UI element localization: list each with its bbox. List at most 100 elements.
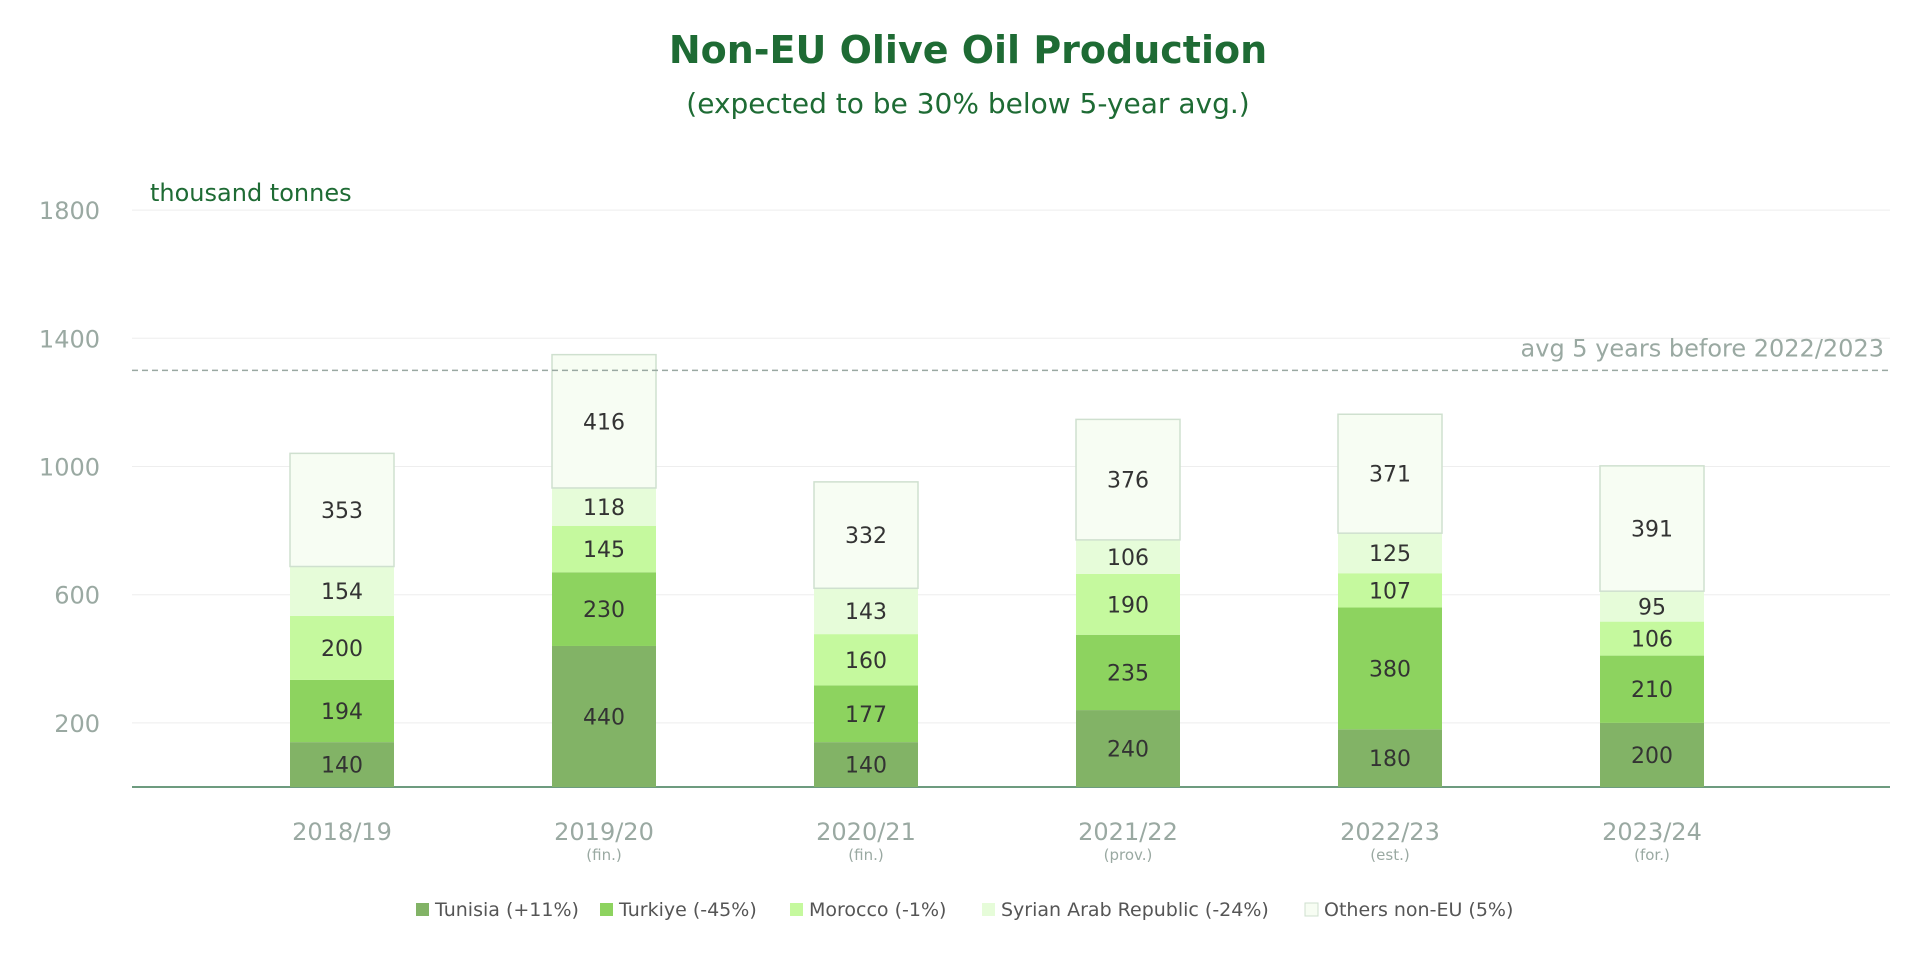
bar-segment	[290, 615, 394, 680]
bar-segment	[1338, 533, 1442, 574]
x-tick-note: (for.)	[1634, 846, 1670, 864]
y-tick-label: 1000	[39, 454, 100, 482]
bar-value-label: 376	[1107, 469, 1149, 494]
y-tick-label: 1400	[39, 325, 100, 353]
x-tick-label: 2018/19	[292, 818, 392, 846]
bar-segment	[814, 685, 918, 743]
y-tick-label: 600	[54, 582, 100, 610]
x-tick-label: 2022/23	[1340, 818, 1440, 846]
bar-segment	[1600, 722, 1704, 787]
bar-value-label: 118	[583, 496, 625, 521]
bar-segment	[1076, 539, 1180, 574]
bar-value-label: 230	[583, 598, 625, 623]
bar-value-label: 194	[321, 700, 363, 725]
bar-value-label: 210	[1631, 678, 1673, 703]
bar-value-label: 177	[845, 703, 887, 728]
bar-value-label: 154	[321, 580, 363, 605]
bar-value-label: 160	[845, 649, 887, 674]
bar-segment	[290, 679, 394, 743]
bar-segment	[552, 645, 656, 787]
bar-segment	[1076, 710, 1180, 787]
legend-swatch	[416, 903, 429, 916]
chart-title: Non-EU Olive Oil Production	[669, 28, 1267, 72]
bar-stack-2021-22: 240 235 190 106 376	[1075, 418, 1181, 787]
bar-segment	[552, 572, 656, 646]
bar-segment	[1338, 607, 1442, 730]
bar-stack-2022-23: 180 380 107 125 371	[1337, 413, 1443, 787]
legend-swatch	[600, 903, 613, 916]
grid-layer	[132, 209, 1890, 788]
bar-value-label: 235	[1107, 661, 1149, 686]
x-tick-label: 2023/24	[1602, 818, 1702, 846]
bar-value-label: 140	[321, 754, 363, 779]
legend: Tunisia (+11%) Turkiye (-45%) Morocco (-1%…	[416, 899, 1513, 921]
bar-segment	[1075, 418, 1181, 541]
bar-segment	[1337, 413, 1443, 534]
bar-value-label: 240	[1107, 738, 1149, 763]
bar-value-label: 140	[845, 754, 887, 779]
legend-swatch	[790, 903, 803, 916]
legend-label: Morocco (-1%)	[809, 899, 946, 921]
bar-value-label: 107	[1369, 579, 1411, 604]
legend-label: Tunisia (+11%)	[434, 899, 579, 921]
bar-value-label: 353	[321, 499, 363, 524]
bar-segment	[814, 742, 918, 787]
bar-value-label: 200	[321, 637, 363, 662]
bars-layer: 140 194 200 154 353 440 230 145 118 416 140 177 160 1…	[289, 353, 1705, 787]
bar-value-label: 95	[1638, 595, 1666, 620]
bar-segment	[1600, 591, 1704, 622]
bar-segment	[1599, 465, 1705, 592]
bar-value-label: 371	[1369, 463, 1411, 488]
y-tick-label: 1800	[39, 197, 100, 225]
x-axis-ticks: 2018/19 2019/20(fin.)2020/21(fin.)2021/22…	[292, 818, 1702, 864]
bar-value-label: 391	[1631, 518, 1673, 543]
x-tick-label: 2021/22	[1078, 818, 1178, 846]
legend-label: Others non-EU (5%)	[1324, 899, 1513, 921]
y-axis-ticks: 200 600 1000 1400 1800	[39, 197, 100, 738]
bar-value-label: 416	[583, 410, 625, 435]
legend-swatch	[982, 903, 995, 916]
bar-segment	[552, 487, 656, 526]
bar-segment	[290, 566, 394, 616]
bar-segment	[1076, 634, 1180, 711]
legend-label: Turkiye (-45%)	[618, 899, 757, 921]
bar-segment	[290, 742, 394, 787]
bar-value-label: 200	[1631, 744, 1673, 769]
bar-value-label: 106	[1631, 628, 1673, 653]
bar-value-label: 380	[1369, 657, 1411, 682]
bar-value-label: 440	[583, 705, 625, 730]
bar-value-label: 106	[1107, 546, 1149, 571]
bar-segment	[813, 481, 919, 590]
bar-value-label: 332	[845, 524, 887, 549]
bar-segment	[1600, 655, 1704, 723]
bar-segment	[1076, 573, 1180, 635]
average-line-label: avg 5 years before 2022/2023	[1521, 334, 1884, 362]
bar-stack-2018-19: 140 194 200 154 353	[289, 452, 395, 787]
bar-value-label: 125	[1369, 542, 1411, 567]
annotation-layer: avg 5 years before 2022/2023	[132, 334, 1890, 372]
bar-segment	[814, 634, 918, 686]
bar-segment	[551, 353, 657, 489]
bar-value-label: 180	[1369, 747, 1411, 772]
bar-value-label: 143	[845, 600, 887, 625]
bar-segment	[814, 588, 918, 635]
bar-segment	[289, 452, 395, 568]
bar-value-label: 145	[583, 538, 625, 563]
bar-segment	[1338, 729, 1442, 787]
chart-subtitle: (expected to be 30% below 5-year avg.)	[686, 87, 1249, 120]
legend-swatch	[1304, 902, 1319, 917]
bar-segment	[1338, 573, 1442, 608]
bar-value-label: 190	[1107, 593, 1149, 618]
x-tick-note: (fin.)	[586, 846, 621, 864]
x-tick-label: 2020/21	[816, 818, 916, 846]
x-tick-label: 2019/20	[554, 818, 654, 846]
y-tick-label: 200	[54, 710, 100, 738]
x-tick-note: (fin.)	[848, 846, 883, 864]
legend-label: Syrian Arab Republic (-24%)	[1001, 899, 1269, 921]
x-tick-note: (est.)	[1370, 846, 1409, 864]
bar-segment	[552, 525, 656, 573]
bar-stack-2023-24: 200 210 106 95 391	[1599, 465, 1705, 787]
y-axis-label: thousand tonnes	[150, 179, 352, 207]
